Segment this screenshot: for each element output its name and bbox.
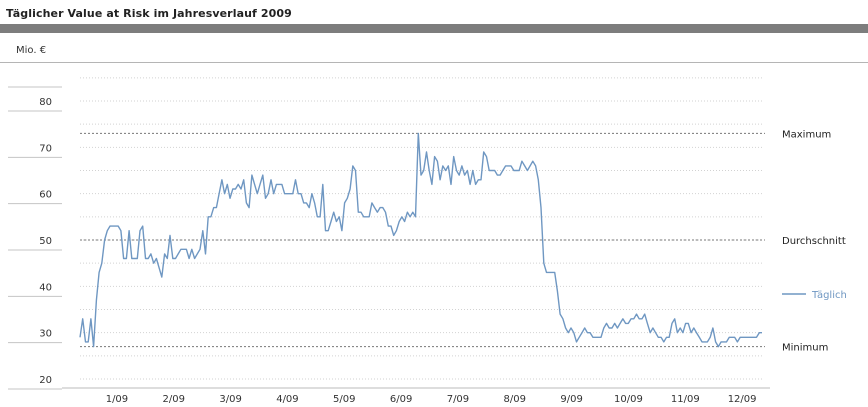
title-bar bbox=[0, 24, 868, 33]
x-tick-label: 1/09 bbox=[106, 394, 128, 405]
y-tick-label: 80 bbox=[39, 97, 52, 108]
legend-label: Täglich bbox=[811, 290, 847, 301]
series-line-t-glich bbox=[79, 132, 762, 348]
x-tick-label: 3/09 bbox=[219, 394, 241, 405]
x-tick-label: 10/09 bbox=[614, 394, 643, 405]
x-tick-label: 7/09 bbox=[447, 394, 469, 405]
x-tick-label: 5/09 bbox=[333, 394, 355, 405]
reference-label-minimum: Minimum bbox=[782, 343, 828, 354]
y-tick-label: 30 bbox=[39, 329, 52, 340]
chart-title: Täglicher Value at Risk im Jahresverlauf… bbox=[6, 7, 292, 20]
x-tick-label: 2/09 bbox=[163, 394, 185, 405]
x-tick-label: 6/09 bbox=[390, 394, 412, 405]
reference-label-maximum: Maximum bbox=[782, 129, 831, 140]
y-unit-label: Mio. € bbox=[16, 45, 47, 56]
y-tick-label: 20 bbox=[39, 375, 52, 386]
y-tick-label: 70 bbox=[39, 143, 52, 154]
x-tick-label: 4/09 bbox=[276, 394, 298, 405]
x-tick-label: 9/09 bbox=[560, 394, 582, 405]
y-tick-label: 60 bbox=[39, 190, 52, 201]
x-tick-label: 11/09 bbox=[671, 394, 700, 405]
y-tick-label: 40 bbox=[39, 282, 52, 293]
reference-label-durchschnitt: Durchschnitt bbox=[782, 236, 846, 247]
x-tick-label: 12/09 bbox=[728, 394, 757, 405]
unit-divider bbox=[0, 62, 868, 63]
y-tick-label: 50 bbox=[39, 236, 52, 247]
x-tick-label: 8/09 bbox=[504, 394, 526, 405]
